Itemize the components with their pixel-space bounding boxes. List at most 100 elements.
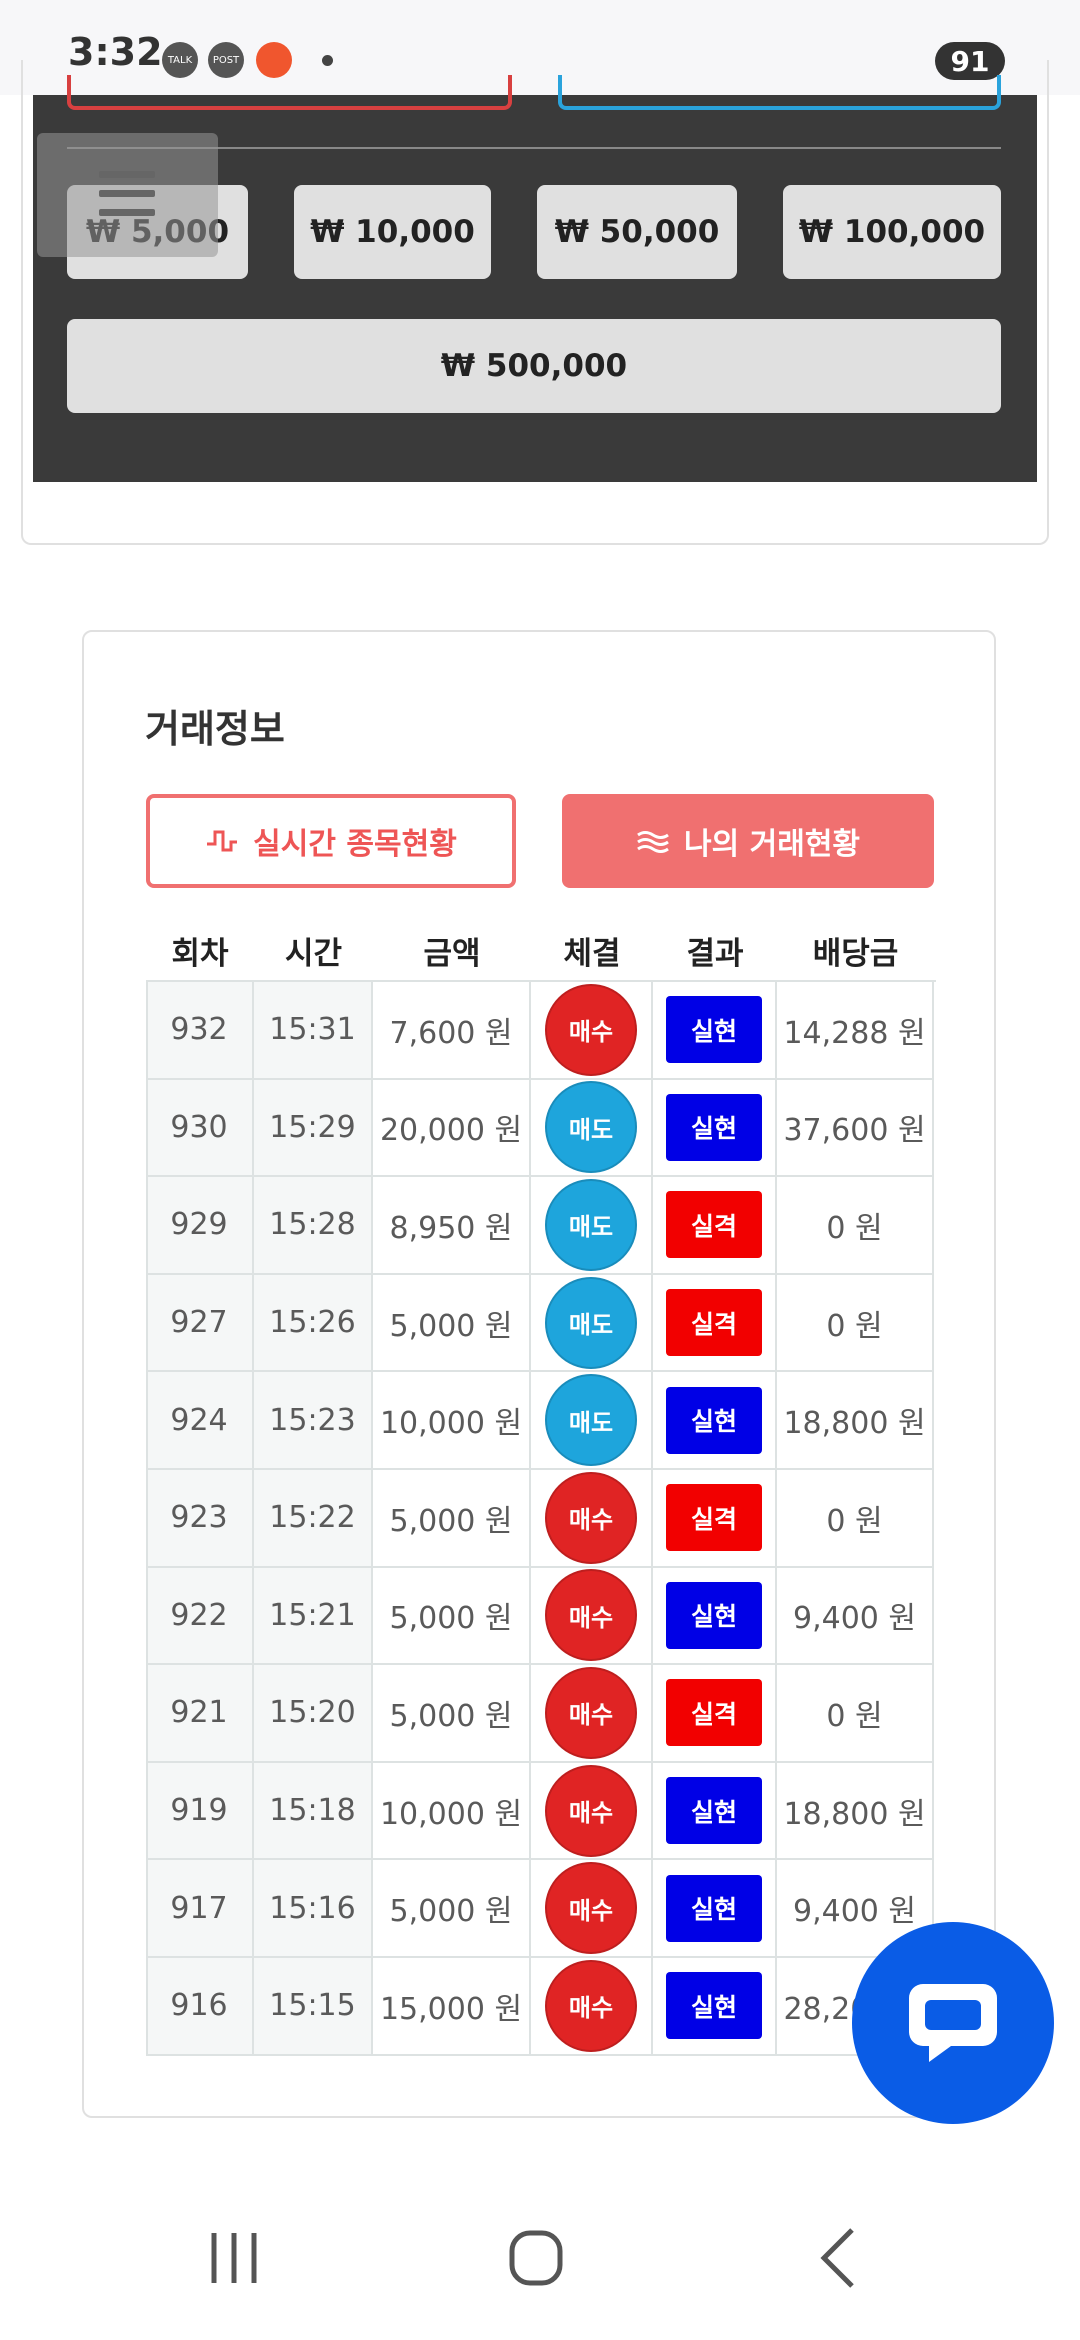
table-cell: 8,950 원	[373, 1177, 531, 1275]
table-cell: 매수	[531, 1470, 653, 1568]
notif-icon: TALK	[162, 42, 198, 78]
trade-result: 실현	[666, 1093, 762, 1161]
menu-overlay[interactable]	[37, 133, 218, 257]
table-cell: 0 원	[777, 1665, 934, 1763]
tab[interactable]: 나의 거래현황	[562, 794, 934, 888]
table-cell: 917	[148, 1860, 254, 1958]
table-cell: 매수	[531, 1762, 653, 1861]
table-cell: 5,000 원	[373, 1567, 531, 1666]
chat-button[interactable]	[852, 1922, 1054, 2124]
table-cell: 15:18	[254, 1762, 373, 1861]
column-header: 금액	[423, 935, 481, 972]
trade-result: 실격	[666, 1289, 762, 1357]
table-cell: 5,000 원	[373, 1274, 531, 1373]
notif-icon: POST	[208, 42, 244, 78]
table-cell: 매도	[531, 1372, 653, 1470]
table-cell: 930	[148, 1079, 254, 1178]
column-header: 결과	[686, 935, 744, 972]
amount-button[interactable]: ₩ 50,000	[537, 185, 737, 279]
notif-dot	[322, 55, 333, 66]
table-cell: 15:16	[254, 1860, 373, 1958]
table-cell: 실격	[653, 1470, 777, 1568]
back-button[interactable]	[820, 2228, 854, 2288]
sell-box	[67, 75, 512, 110]
order-card	[21, 60, 1049, 545]
table-cell: 10,000 원	[373, 1762, 531, 1861]
table-cell: 매도	[531, 1274, 653, 1373]
table-cell: 18,800 원	[777, 1372, 934, 1470]
trade-result: 실현	[666, 996, 762, 1064]
buy-box	[558, 75, 1001, 110]
table-cell: 0 원	[777, 1274, 934, 1373]
status-bar: 3:32 TALK POST 91	[0, 0, 1080, 95]
trade-result: 실현	[666, 1972, 762, 2040]
table-cell: 15:23	[254, 1372, 373, 1470]
table-cell: 매수	[531, 1860, 653, 1958]
trade-side: 매도	[545, 1081, 637, 1174]
table-cell: 7,600 원	[373, 982, 531, 1080]
table-cell: 919	[148, 1762, 254, 1861]
table-cell: 실현	[653, 1958, 777, 2056]
column-header: 배당금	[812, 935, 899, 972]
table-cell: 15:31	[254, 982, 373, 1080]
trade-side: 매수	[545, 1666, 637, 1759]
amount-button[interactable]: ₩ 100,000	[783, 185, 1001, 279]
recents-button[interactable]	[211, 2233, 257, 2283]
table-cell: 5,000 원	[373, 1665, 531, 1763]
table-cell: 923	[148, 1470, 254, 1568]
table-cell: 916	[148, 1958, 254, 2056]
trade-side: 매수	[545, 1764, 637, 1857]
chat-icon	[909, 1984, 997, 2062]
table-cell: 매수	[531, 1567, 653, 1666]
table-cell: 5,000 원	[373, 1860, 531, 1958]
column-header: 시간	[284, 935, 343, 972]
table-cell: 실현	[653, 982, 777, 1080]
tab-label: 나의 거래현황	[683, 827, 861, 862]
table-cell: 18,800 원	[777, 1762, 934, 1861]
table-cell: 14,288 원	[777, 982, 934, 1080]
trade-side: 매수	[545, 1471, 637, 1564]
table-cell: 5,000 원	[373, 1470, 531, 1568]
table-cell: 매수	[531, 1665, 653, 1763]
trade-side: 매도	[545, 1374, 637, 1467]
table-cell: 922	[148, 1567, 254, 1666]
trade-side: 매수	[545, 983, 637, 1076]
table-cell: 실격	[653, 1665, 777, 1763]
table-cell: 15:29	[254, 1079, 373, 1178]
table-cell: 실격	[653, 1177, 777, 1275]
table-cell: 15:20	[254, 1665, 373, 1763]
trade-side: 매수	[545, 1569, 637, 1662]
menu-icon	[99, 171, 155, 216]
tab-icon	[637, 831, 669, 853]
trade-side: 매도	[545, 1178, 637, 1271]
trade-side: 매수	[545, 1959, 637, 2052]
amount-button[interactable]: ₩ 500,000	[67, 319, 1001, 413]
tab-label: 실시간 종목현황	[253, 827, 457, 862]
battery: 91	[935, 42, 1005, 80]
table-cell: 실격	[653, 1274, 777, 1373]
trade-result: 실현	[666, 1386, 762, 1454]
table-cell: 20,000 원	[373, 1079, 531, 1178]
table-cell: 매수	[531, 1958, 653, 2056]
table-cell: 실현	[653, 1762, 777, 1861]
trade-result: 실현	[666, 1581, 762, 1649]
trade-side: 매수	[545, 1862, 637, 1955]
table-cell: 927	[148, 1274, 254, 1373]
clock: 3:32	[68, 30, 163, 74]
trade-result: 실현	[666, 1777, 762, 1845]
notif-icon	[256, 42, 292, 78]
home-button[interactable]	[509, 2230, 563, 2286]
table-cell: 매도	[531, 1079, 653, 1178]
amount-button[interactable]: ₩ 10,000	[294, 185, 491, 279]
tab-icon	[207, 830, 238, 852]
column-header: 회차	[171, 935, 229, 972]
tab[interactable]: 실시간 종목현황	[146, 794, 516, 888]
section-title: 거래정보	[145, 707, 285, 751]
table-cell: 9,400 원	[777, 1860, 934, 1958]
table-cell: 15:22	[254, 1470, 373, 1568]
table-cell: 15:26	[254, 1274, 373, 1373]
table-cell: 15,000 원	[373, 1958, 531, 2056]
table-cell: 9,400 원	[777, 1567, 934, 1666]
table-cell: 0 원	[777, 1177, 934, 1275]
